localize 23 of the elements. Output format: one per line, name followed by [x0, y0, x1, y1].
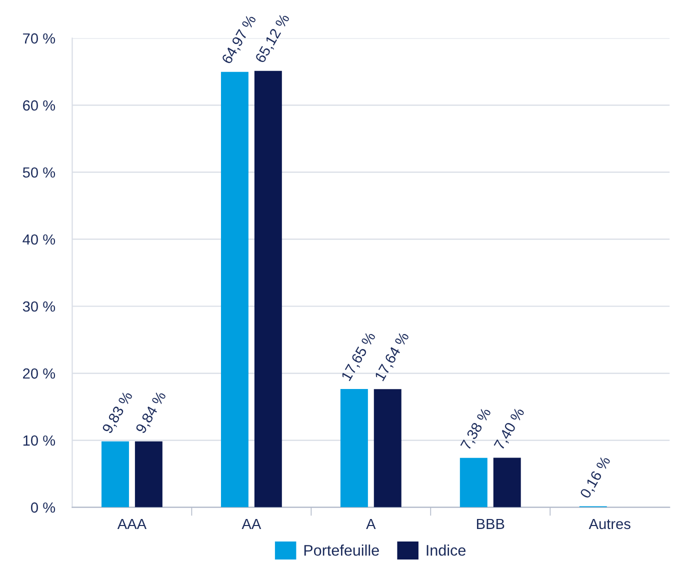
bar — [254, 70, 282, 508]
x-tick-label: AAA — [117, 518, 147, 529]
bar — [460, 458, 488, 508]
x-tick-label: BBB — [476, 518, 504, 529]
x-tick-label: A — [366, 518, 376, 529]
bar — [220, 72, 248, 508]
y-tick-label: 30 % — [22, 301, 56, 312]
bar — [493, 458, 521, 508]
y-tick-label: 70 % — [23, 33, 56, 44]
y-tick-label: 10 % — [23, 435, 56, 446]
y-tick-label: 0 % — [31, 502, 56, 513]
y-tick-label: 40 % — [22, 234, 56, 245]
bar — [374, 389, 402, 508]
legend-label: Indice — [426, 544, 466, 556]
y-tick-label: 50 % — [22, 167, 56, 178]
x-tick-label: AA — [242, 518, 262, 529]
legend-label: Portefeuille — [304, 544, 379, 556]
x-tick-label: Autres — [588, 518, 630, 530]
y-tick-label: 20 % — [23, 368, 56, 379]
bar — [340, 389, 368, 508]
y-tick-label: 60 % — [23, 100, 56, 111]
bar — [134, 441, 162, 508]
bar — [101, 441, 129, 508]
